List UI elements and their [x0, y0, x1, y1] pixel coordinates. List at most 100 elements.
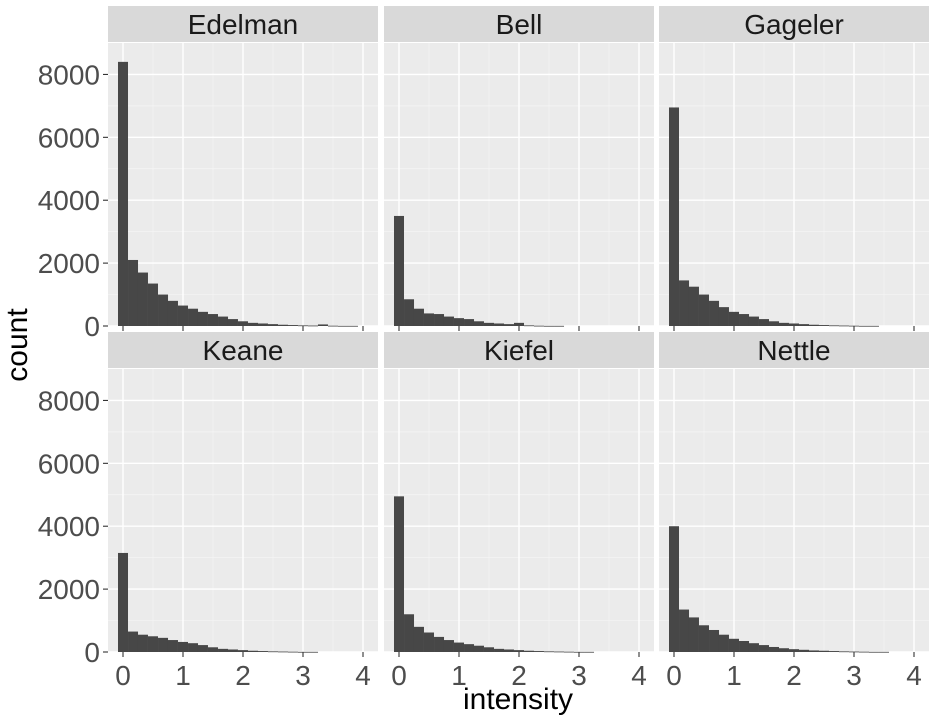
histogram-bar [473, 645, 484, 652]
x-tick-label: 3 [295, 660, 311, 691]
histogram-bar [739, 640, 750, 652]
histogram-bar [278, 651, 289, 653]
histogram-bar [404, 299, 415, 326]
histogram-bar [788, 323, 800, 326]
histogram-bar [503, 324, 514, 326]
y-axis-title: count [1, 308, 34, 382]
x-axis-title: intensity [463, 683, 573, 716]
histogram-bar [788, 649, 800, 652]
histogram-bar [838, 325, 849, 327]
facet-strip-label: Gageler [744, 9, 844, 40]
facet-strip-label: Keane [203, 335, 284, 366]
histogram-bar [147, 636, 159, 652]
histogram-bar [278, 324, 289, 326]
histogram-bar [147, 283, 159, 326]
facet-strip [108, 6, 378, 42]
histogram-bar [688, 286, 699, 326]
histogram-bar [769, 646, 780, 652]
histogram-bar [257, 651, 268, 652]
histogram-bar [829, 651, 840, 652]
histogram-bar [188, 308, 199, 326]
histogram-bar [413, 308, 424, 326]
histogram-bar [718, 634, 729, 652]
facet-panel-kiefel: Kiefel 0 1 2 3 4 [384, 332, 654, 691]
histogram-bar [728, 311, 740, 326]
histogram-bar [808, 650, 819, 652]
histogram-bar [848, 651, 860, 653]
x-tick-label: 2 [511, 660, 527, 691]
histogram-bar [563, 651, 574, 653]
histogram-bar [554, 325, 565, 327]
x-tick-label: 0 [391, 660, 407, 691]
histogram-bar [443, 640, 454, 652]
histogram-bar [483, 647, 495, 652]
y-tick-label: 6000 [38, 122, 100, 153]
histogram-bar [167, 300, 178, 326]
facet-strip [384, 332, 654, 368]
histogram-bar [524, 650, 535, 652]
histogram-bar [308, 651, 319, 653]
histogram-bar [248, 650, 259, 652]
histogram-bar [413, 626, 424, 652]
x-tick-label: 1 [451, 660, 467, 691]
x-tick-label: 1 [726, 660, 742, 691]
x-tick-label: 4 [631, 660, 647, 691]
x-tick-label: 0 [666, 660, 682, 691]
histogram-bar [748, 643, 759, 652]
y-tick-label: 0 [84, 311, 100, 342]
histogram-bar [829, 325, 840, 327]
histogram-bar [709, 300, 720, 326]
histogram-bar [878, 651, 890, 653]
histogram-bar [207, 314, 219, 326]
histogram-bar [297, 325, 309, 327]
histogram-bar [267, 324, 279, 326]
histogram-bar [513, 322, 525, 326]
histogram-bar [543, 325, 555, 327]
histogram-bar [838, 651, 849, 653]
histogram-bar [799, 324, 810, 326]
histogram-bar [434, 636, 445, 652]
histogram-bar [818, 325, 830, 326]
facet-panel-edelman: Edelman 0 2000 4000 6000 8000 [38, 6, 378, 342]
histogram-bar [117, 552, 129, 652]
histogram-bar [554, 651, 565, 653]
histogram-bar [494, 648, 505, 652]
histogram-bar [248, 322, 259, 326]
histogram-bar [237, 321, 249, 326]
histogram-bar [317, 324, 328, 326]
x-tick-label: 3 [846, 660, 862, 691]
histogram-bar [679, 609, 690, 652]
facet-strip-label: Kiefel [484, 335, 554, 366]
histogram-bar [868, 325, 879, 327]
x-tick-label: 2 [235, 660, 251, 691]
x-tick-label: 1 [175, 660, 191, 691]
histogram-bar [464, 319, 475, 326]
histogram-bar [859, 325, 870, 327]
histogram-bar [197, 645, 208, 652]
histogram-bar [257, 323, 268, 326]
y-tick-label: 6000 [38, 448, 100, 479]
facet-strip [659, 332, 929, 368]
histogram-bar [868, 651, 879, 653]
histogram-bar [758, 645, 770, 652]
facet-panel-gageler: Gageler [659, 6, 929, 331]
histogram-bar [698, 625, 710, 652]
histogram-bar [137, 272, 148, 326]
y-tick-label: 2000 [38, 248, 100, 279]
histogram-bar [267, 651, 279, 653]
histogram-bar [443, 316, 454, 326]
facet-strip-label: Edelman [188, 9, 299, 40]
histogram-bar [128, 631, 139, 652]
histogram-bar [287, 325, 298, 326]
histogram-bar [679, 280, 690, 326]
histogram-bar [347, 325, 358, 327]
histogram-bar [668, 526, 680, 652]
facet-strip [108, 332, 378, 368]
histogram-bar [473, 321, 484, 326]
histogram-bar [728, 638, 740, 652]
histogram-bar [327, 325, 339, 327]
histogram-bar [769, 321, 780, 326]
histogram-bar [739, 314, 750, 326]
histogram-bar [158, 294, 169, 326]
